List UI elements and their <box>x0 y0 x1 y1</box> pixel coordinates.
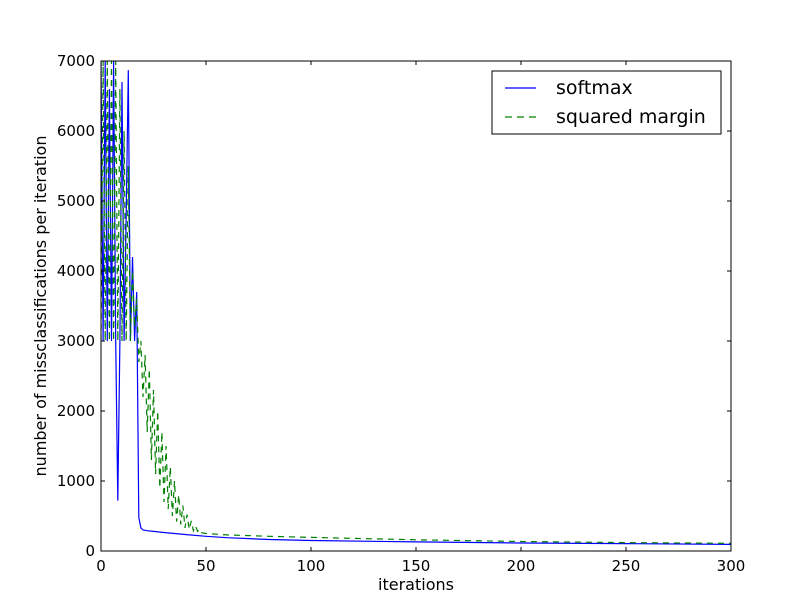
y-tick-label: 5000 <box>57 192 95 210</box>
x-axis-ticks: 0 50 100 150 200 250 300 <box>96 61 745 575</box>
plot-area <box>101 61 731 551</box>
legend: softmax squared margin <box>491 70 722 135</box>
y-axis-label: number of missclassifications per iterat… <box>31 136 50 477</box>
series-layer <box>101 61 731 546</box>
y-tick-label: 3000 <box>57 332 95 350</box>
x-tick-label: 250 <box>612 557 641 575</box>
y-tick-label: 2000 <box>57 402 95 420</box>
x-tick-label: 100 <box>297 557 326 575</box>
y-tick-label: 7000 <box>57 52 95 70</box>
x-tick-label: 200 <box>507 557 536 575</box>
x-tick-label: 50 <box>196 557 215 575</box>
legend-box <box>491 70 722 135</box>
x-tick-label: 0 <box>96 557 106 575</box>
y-tick-label: 0 <box>85 542 95 560</box>
y-tick-label: 4000 <box>57 262 95 280</box>
y-tick-label: 1000 <box>57 472 95 490</box>
legend-label-squared-margin: squared margin <box>556 106 706 128</box>
x-tick-label: 150 <box>402 557 431 575</box>
y-axis-ticks: 0 1000 2000 3000 4000 5000 6000 7000 <box>57 52 731 560</box>
y-tick-label: 6000 <box>57 122 95 140</box>
series-line-squared-margin <box>101 61 731 544</box>
x-tick-label: 300 <box>717 557 746 575</box>
legend-label-softmax: softmax <box>556 77 633 99</box>
x-axis-label: iterations <box>378 575 454 594</box>
